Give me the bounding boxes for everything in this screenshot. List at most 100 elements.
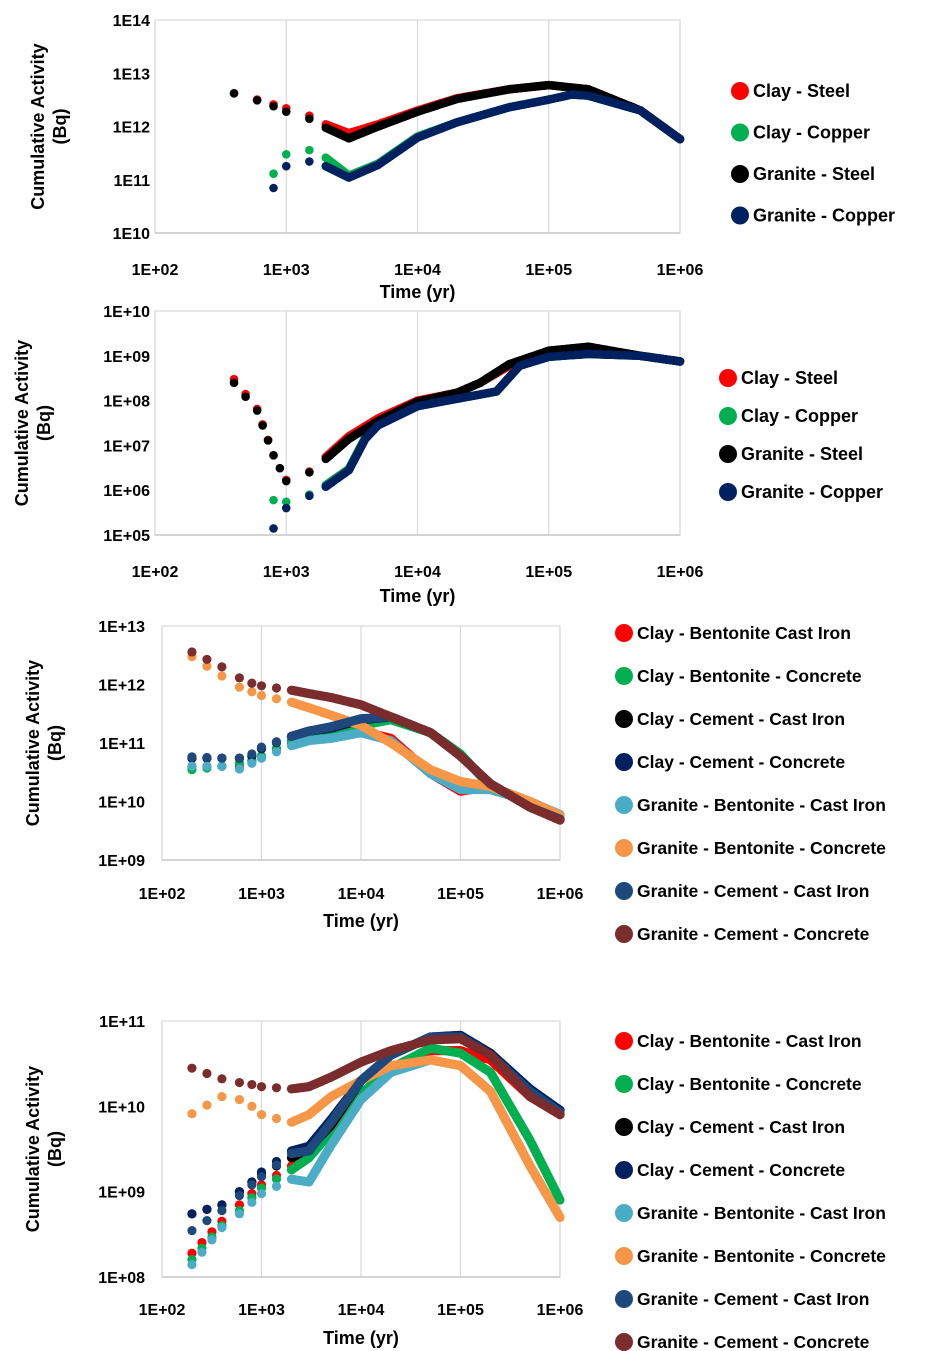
data-point: [187, 647, 197, 657]
data-point: [202, 761, 212, 771]
legend-label: Clay - Cement - Concrete: [637, 752, 845, 772]
legend-marker: [615, 925, 633, 943]
legend-marker: [615, 882, 633, 900]
data-point: [197, 1247, 207, 1257]
x-tick-label: 1E+02: [132, 262, 179, 279]
x-tick-label: 1E+06: [537, 886, 584, 903]
legend-label: Granite - Bentonite - Cast Iron: [637, 795, 886, 815]
data-point: [271, 683, 282, 693]
data-point: [258, 421, 267, 430]
data-point: [305, 145, 314, 155]
data-point: [269, 101, 278, 111]
data-point: [202, 1100, 212, 1110]
data-point: [271, 737, 282, 747]
data-point: [207, 1235, 217, 1245]
legend-marker: [615, 710, 633, 728]
data-point: [256, 681, 267, 691]
data-point: [234, 764, 245, 774]
chart-3: 1E+02 1E+03 1E+04 1E+05 1E+061E+091E+101E+11…: [23, 619, 886, 944]
data-point: [281, 150, 291, 159]
data-point: [281, 497, 291, 507]
data-point: [269, 183, 278, 193]
legend-label: Clay - Steel: [753, 81, 850, 101]
series-granite-copper: [269, 349, 685, 533]
data-point: [269, 451, 278, 460]
x-tick-label: 1E+06: [537, 1302, 584, 1319]
y-tick-label: 1E13: [113, 66, 150, 83]
data-point: [263, 436, 273, 445]
legend: Clay - Bentonite Cast Iron Clay - Bentoni…: [615, 623, 886, 944]
legend-marker: [731, 123, 749, 142]
data-point: [269, 169, 278, 178]
data-point: [234, 753, 245, 763]
data-point: [555, 815, 565, 825]
y-tick-label: 1E11: [114, 173, 151, 190]
y-tick-label: 1E10: [113, 226, 150, 243]
data-point: [202, 752, 212, 763]
y-tick-label: 1E+11: [99, 736, 145, 753]
data-point: [275, 463, 285, 473]
data-point: [256, 1188, 267, 1199]
data-point: [247, 687, 257, 697]
y-tick-label: 1E12: [113, 120, 150, 137]
legend-marker: [719, 445, 737, 463]
series-granite-steel: [229, 342, 685, 486]
series-granite-steel: [229, 80, 685, 144]
chart-2: 1E+02 1E+03 1E+04 1E+05 1E+061E+051E+061E+07…: [12, 304, 883, 606]
data-point: [234, 1094, 245, 1105]
data-point: [217, 671, 227, 681]
x-tick-label: 1E+02: [139, 1302, 186, 1319]
y-tick-label: 1E+06: [103, 483, 150, 500]
data-point: [256, 753, 267, 763]
data-point: [269, 495, 278, 505]
data-point: [217, 1222, 227, 1233]
legend-label: Granite - Copper: [741, 482, 883, 502]
data-point: [247, 1197, 257, 1207]
x-tick-label: 1E+04: [338, 1302, 385, 1319]
data-point: [217, 1092, 227, 1102]
legend-label: Clay - Bentonite - Concrete: [637, 666, 862, 686]
data-point: [271, 1113, 282, 1124]
y-tick-label: 1E+09: [98, 1185, 145, 1202]
data-point: [256, 1110, 267, 1120]
x-tick-label: 1E+06: [657, 262, 704, 279]
series-granite-bentonite-cast-iron: [187, 1055, 565, 1270]
data-point: [305, 468, 314, 477]
data-point: [281, 107, 291, 116]
x-axis-title: Time (yr): [323, 911, 399, 931]
data-point: [269, 524, 278, 533]
data-point: [281, 503, 291, 513]
x-tick-label: 1E+04: [394, 262, 441, 279]
data-point: [247, 758, 257, 768]
x-tick-label: 1E+03: [263, 564, 310, 581]
data-point: [217, 761, 227, 771]
y-tick-label: 1E+07: [103, 438, 150, 455]
series-clay-steel: [229, 343, 685, 485]
legend-marker: [615, 624, 633, 642]
y-tick-label: 1E+12: [98, 678, 145, 695]
data-point: [305, 157, 314, 166]
y-tick-label: 1E+09: [103, 349, 150, 366]
x-axis-title: Time (yr): [323, 1328, 399, 1348]
x-tick-label: 1E+05: [525, 564, 572, 581]
legend-label: Clay - Bentonite Cast Iron: [637, 623, 851, 643]
y-tick-label: 1E+08: [98, 1270, 145, 1287]
legend-marker: [615, 839, 633, 857]
legend-label: Clay - Cement - Cast Iron: [637, 709, 845, 729]
data-point: [271, 1181, 282, 1191]
data-point: [281, 476, 291, 486]
legend-marker: [615, 667, 633, 685]
y-tick-label: 1E+09: [98, 853, 145, 870]
data-point: [252, 406, 262, 415]
legend-marker: [719, 407, 737, 425]
data-point: [187, 1259, 197, 1270]
legend-label: Clay - Copper: [753, 123, 870, 143]
legend-marker: [731, 82, 749, 100]
legend-label: Granite - Bentonite - Concrete: [637, 838, 886, 858]
x-tick-label: 1E+03: [263, 262, 310, 279]
data-point: [187, 752, 197, 762]
data-point: [256, 690, 267, 701]
